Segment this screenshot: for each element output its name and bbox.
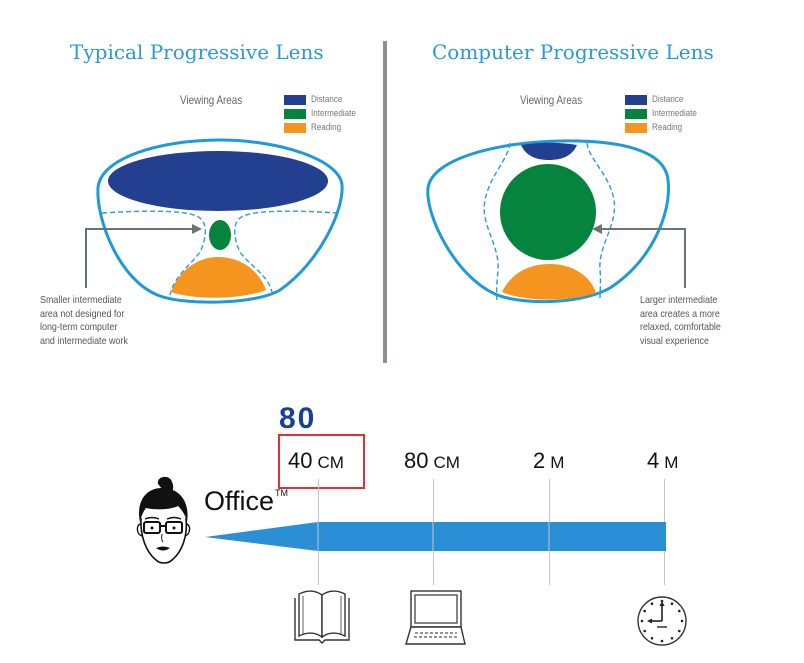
marker-unit: M <box>664 453 679 472</box>
right-legend-heading: Viewing Areas <box>520 93 583 107</box>
marker-unit: CM <box>317 453 344 472</box>
note-line: and intermediate work <box>40 334 128 347</box>
typical-lens-diagram <box>85 138 344 304</box>
left-legend-heading: Viewing Areas <box>180 93 243 107</box>
left-zone-boundary <box>101 210 206 296</box>
right-panel-title: Computer Progressive Lens <box>432 40 714 64</box>
legend-item-distance: Distance <box>284 93 364 107</box>
note-line: relaxed, comfortable <box>640 321 721 333</box>
marker-unit: M <box>550 453 565 472</box>
book-icon <box>294 590 350 644</box>
distance-swatch <box>625 95 647 105</box>
legend-label: Distance <box>652 94 684 105</box>
marker-value: 80 <box>404 448 429 473</box>
note-line: area creates a more <box>640 307 720 320</box>
left-legend: Distance Intermediate Reading <box>284 93 364 135</box>
note-line: area not designed for <box>40 307 125 320</box>
callout-arrow <box>85 228 194 288</box>
right-legend: Distance Intermediate Reading <box>625 93 705 135</box>
range-bar-shape <box>205 522 666 551</box>
clock-icon <box>637 596 687 646</box>
marker-value: 4 <box>647 448 660 473</box>
legend-item-reading: Reading <box>284 121 364 135</box>
right-zone-boundary <box>586 142 616 299</box>
reading-zone <box>502 264 596 300</box>
marker-label-80cm: 80 CM <box>404 448 460 474</box>
computer-lens-diagram <box>426 139 686 304</box>
highlight-number: 80 <box>279 402 317 435</box>
panel-divider <box>383 41 387 363</box>
legend-item-reading: Reading <box>625 121 705 135</box>
legend-label: Reading <box>652 122 683 133</box>
distance-zone <box>108 151 328 211</box>
trademark: TM <box>275 488 289 498</box>
reading-swatch <box>625 123 647 133</box>
note-line: long-term computer <box>40 321 118 333</box>
reading-swatch <box>284 123 306 133</box>
note-line: Larger intermediate <box>640 294 718 306</box>
legend-item-distance: Distance <box>625 93 705 107</box>
left-panel-title: Typical Progressive Lens <box>70 40 324 64</box>
intermediate-swatch <box>284 109 306 119</box>
legend-label: Intermediate <box>652 108 697 119</box>
marker-unit: CM <box>433 453 460 472</box>
legend-label: Reading <box>311 122 342 133</box>
distance-zone <box>521 142 577 160</box>
intermediate-swatch <box>625 109 647 119</box>
distance-swatch <box>284 95 306 105</box>
left-note: Smaller intermediate area not designed f… <box>40 294 128 348</box>
arrow-head-icon <box>192 224 202 234</box>
marker-value: 2 <box>533 448 546 473</box>
note-line: Smaller intermediate <box>40 294 122 306</box>
intermediate-zone <box>209 220 231 250</box>
legend-label: Intermediate <box>311 108 356 119</box>
legend-item-intermediate: Intermediate <box>284 107 364 121</box>
marker-label-40cm: 40 CM <box>288 448 344 474</box>
product-name-text: Office <box>204 486 275 516</box>
lens-outline <box>96 138 344 304</box>
right-zone-boundary <box>234 210 339 293</box>
highlight-box <box>278 434 365 489</box>
reading-zone <box>171 257 266 298</box>
vision-range-bar <box>205 522 666 551</box>
marker-value: 40 <box>288 448 313 473</box>
note-line: visual experience <box>640 334 709 347</box>
laptop-icon <box>405 590 466 645</box>
legend-item-intermediate: Intermediate <box>625 107 705 121</box>
callout-arrow <box>600 228 686 288</box>
right-note: Larger intermediate area creates a more … <box>640 294 721 348</box>
product-name: OfficeTM <box>204 486 288 517</box>
woman-face-icon <box>136 476 191 564</box>
intermediate-zone <box>500 164 596 260</box>
lens-outline <box>426 139 670 304</box>
left-zone-boundary <box>483 142 511 301</box>
arrow-head-icon <box>592 224 602 234</box>
legend-label: Distance <box>311 94 343 105</box>
